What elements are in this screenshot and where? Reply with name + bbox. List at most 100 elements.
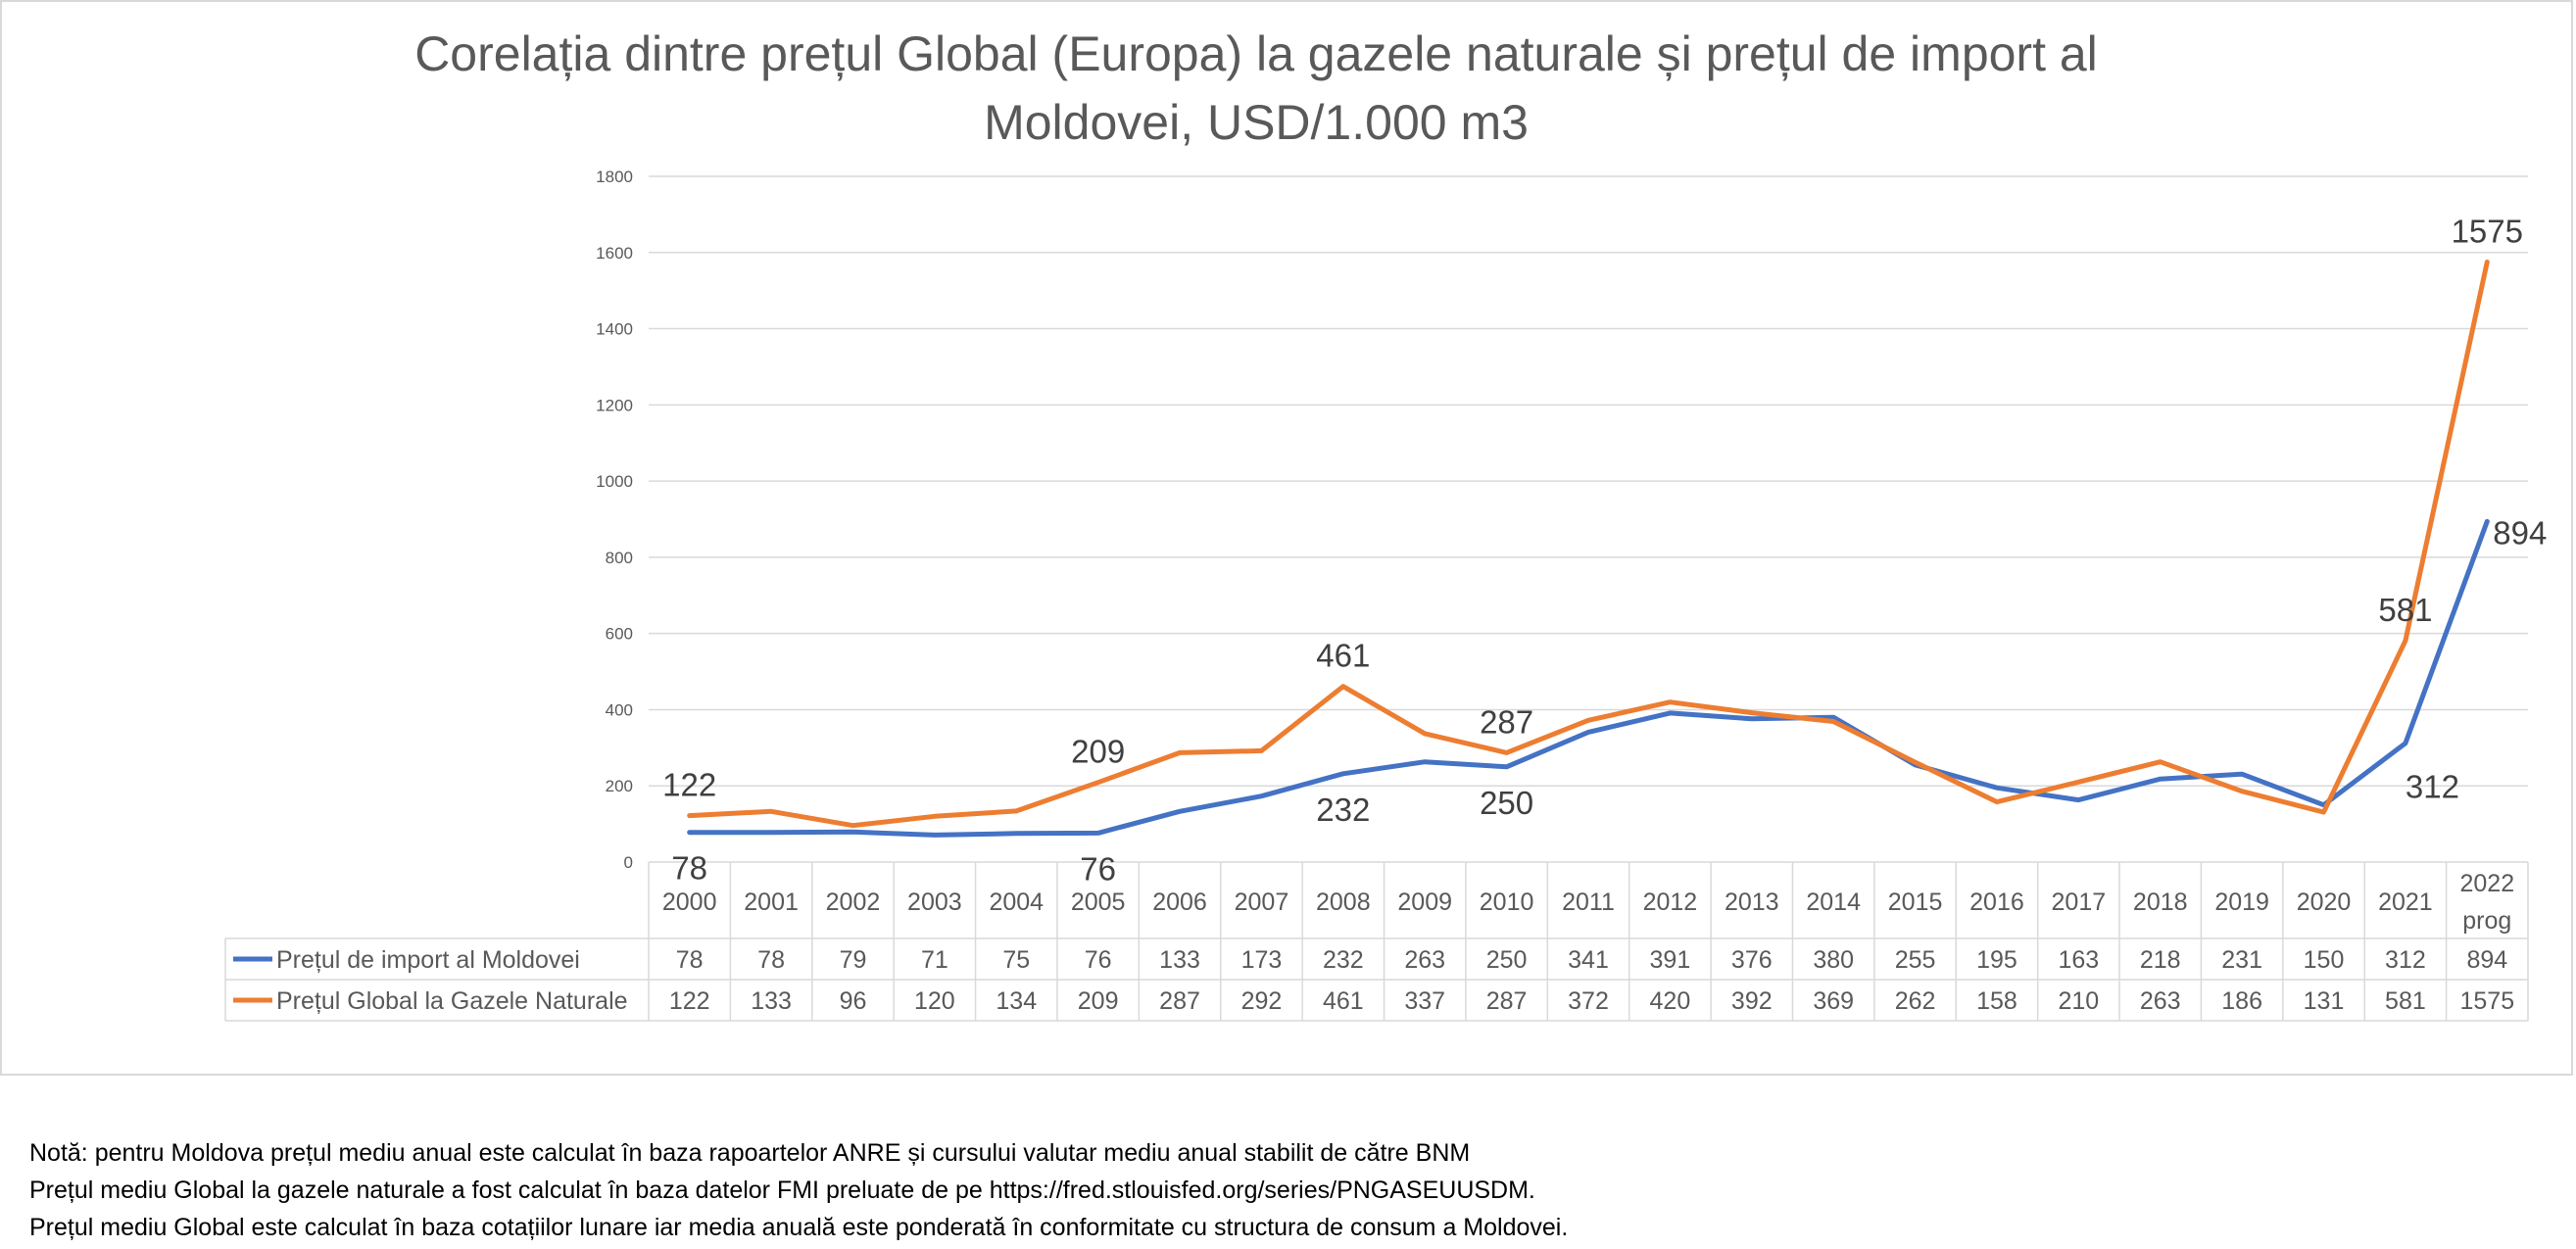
table-cell-value: 461: [1323, 987, 1364, 1015]
footnotes: Notă: pentru Moldova prețul mediu anual …: [29, 1134, 1568, 1246]
data-label: 209: [1071, 734, 1125, 770]
table-cell-value: 894: [2466, 946, 2507, 974]
y-tick-label-1000: 1000: [596, 472, 633, 491]
table-cell-value: 218: [2140, 946, 2181, 974]
chart-title: Corelația dintre prețul Global (Europa) …: [296, 20, 2216, 157]
table-cell-value: 312: [2385, 946, 2426, 974]
footnote-3: Prețul mediu Global este calculat în baz…: [29, 1214, 1569, 1241]
table-cell-value: 186: [2221, 987, 2262, 1015]
x-tick-label: 2019: [2214, 889, 2269, 916]
x-tick-label: 2007: [1235, 889, 1289, 916]
table-cell-value: 122: [669, 987, 710, 1015]
series-line-2: [687, 260, 2490, 829]
table-cell-value: 292: [1241, 987, 1283, 1015]
table-cell-value: 133: [751, 987, 792, 1015]
table-cell-value: 262: [1895, 987, 1936, 1015]
x-tick-label: 2010: [1480, 889, 1534, 916]
table-cell-value: 392: [1731, 987, 1773, 1015]
table-cell-value: 581: [2385, 987, 2426, 1015]
table-cell-value: 195: [1976, 946, 2017, 974]
x-tick-label: 2016: [1969, 889, 2024, 916]
table-cell-value: 369: [1813, 987, 1854, 1015]
x-tick-label: 2003: [907, 889, 962, 916]
table-cell-value: 134: [996, 987, 1037, 1015]
y-axis-ticks: 0 200 400 600 800 1000 1200 1400 1600 1800: [596, 168, 633, 872]
table-cell-value: 150: [2304, 946, 2345, 974]
table-cell-value: 255: [1895, 946, 1936, 974]
table-cell-value: 71: [921, 946, 948, 974]
x-tick-label: 2015: [1888, 889, 1943, 916]
chart-title-line-1: Corelația dintre prețul Global (Europa) …: [414, 26, 2098, 81]
footnote-1: Notă: pentru Moldova prețul mediu anual …: [29, 1139, 1471, 1167]
table-cell-value: 287: [1486, 987, 1528, 1015]
x-tick-label: 2018: [2133, 889, 2188, 916]
x-tick-label: 2020: [2297, 889, 2352, 916]
y-tick-label-800: 800: [606, 549, 633, 567]
x-tick-label: 2009: [1397, 889, 1452, 916]
x-tick-label: 2004: [989, 889, 1044, 916]
table-cell-value: 1575: [2459, 987, 2514, 1015]
data-labels: 78 76 232 250 312 894 122 209 461 287 581 1575: [662, 214, 2547, 888]
table-cell-value: 287: [1159, 987, 1200, 1015]
y-tick-label-400: 400: [606, 700, 633, 719]
x-tick-label: 2011: [1562, 889, 1615, 916]
x-tick-label: 2017: [2052, 889, 2107, 916]
table-cell-value: 210: [2058, 987, 2099, 1015]
table-cell-value: 376: [1731, 946, 1773, 974]
table-cell-value: 78: [757, 946, 785, 974]
table-cell-value: 209: [1078, 987, 1119, 1015]
x-tick-label: 2001: [744, 889, 799, 916]
data-label: 461: [1316, 638, 1370, 674]
x-tick-label: 2013: [1725, 889, 1779, 916]
data-label: 581: [2378, 592, 2432, 628]
x-tick-label: 2021: [2378, 889, 2433, 916]
table-cell-value: 263: [2140, 987, 2181, 1015]
data-table: 2000 2001 2002 2003 2004 2005 2006 2007 2008 2009…: [224, 862, 2529, 1022]
x-tick-label: 2000: [662, 889, 717, 916]
table-cell-value: 337: [1404, 987, 1445, 1015]
series-line-1: [687, 518, 2490, 838]
data-label: 894: [2493, 514, 2547, 551]
chart-frame: 0 200 400 600 800 1000 1200 1400 1600 1800 2000 20…: [0, 0, 2573, 1076]
y-tick-label-200: 200: [606, 777, 633, 795]
table-cell-value: 131: [2304, 987, 2345, 1015]
y-tick-label-1800: 1800: [596, 168, 633, 186]
data-label: 78: [671, 850, 707, 887]
table-cell-value: 391: [1650, 946, 1691, 974]
legend-label-2: Prețul Global la Gazele Naturale: [276, 987, 628, 1015]
y-tick-label-1200: 1200: [596, 396, 633, 414]
y-tick-label-600: 600: [606, 625, 633, 644]
table-cell-value: 380: [1813, 946, 1854, 974]
x-tick-label: 2022: [2459, 870, 2514, 897]
table-cell-value: 76: [1085, 946, 1112, 974]
chart-canvas: 0 200 400 600 800 1000 1200 1400 1600 1800 2000 20…: [224, 168, 2547, 1022]
y-tick-label-0: 0: [624, 853, 633, 872]
x-tick-label: 2014: [1806, 889, 1861, 916]
chart-title-line-2: Moldovei, USD/1.000 m3: [984, 95, 1529, 150]
data-label: 312: [2406, 769, 2459, 805]
table-cell-value: 158: [1976, 987, 2017, 1015]
x-tick-label: 2012: [1643, 889, 1698, 916]
data-label: 1575: [2452, 214, 2523, 250]
data-label: 122: [662, 767, 716, 803]
table-cell-value: 96: [840, 987, 867, 1015]
table-cell-value: 78: [676, 946, 704, 974]
data-label: 232: [1316, 792, 1370, 828]
table-cell-value: 173: [1241, 946, 1283, 974]
table-cell-value: 133: [1159, 946, 1200, 974]
table-cell-value: 231: [2221, 946, 2262, 974]
data-label: 250: [1480, 785, 1533, 821]
x-tick-label: 2005: [1071, 889, 1126, 916]
y-tick-label-1600: 1600: [596, 244, 633, 263]
data-label: 76: [1080, 850, 1116, 887]
table-cell-value: 163: [2058, 946, 2099, 974]
series-lines: [687, 260, 2490, 838]
table-cell-value: 250: [1486, 946, 1528, 974]
table-cell-value: 120: [914, 987, 955, 1015]
y-tick-label-1400: 1400: [596, 320, 633, 339]
legend-label-1: Prețul de import al Moldovei: [276, 946, 580, 974]
table-cell-value: 232: [1323, 946, 1364, 974]
gridlines: [649, 175, 2528, 863]
table-cell-value: 263: [1404, 946, 1445, 974]
table-cell-value: 420: [1650, 987, 1691, 1015]
